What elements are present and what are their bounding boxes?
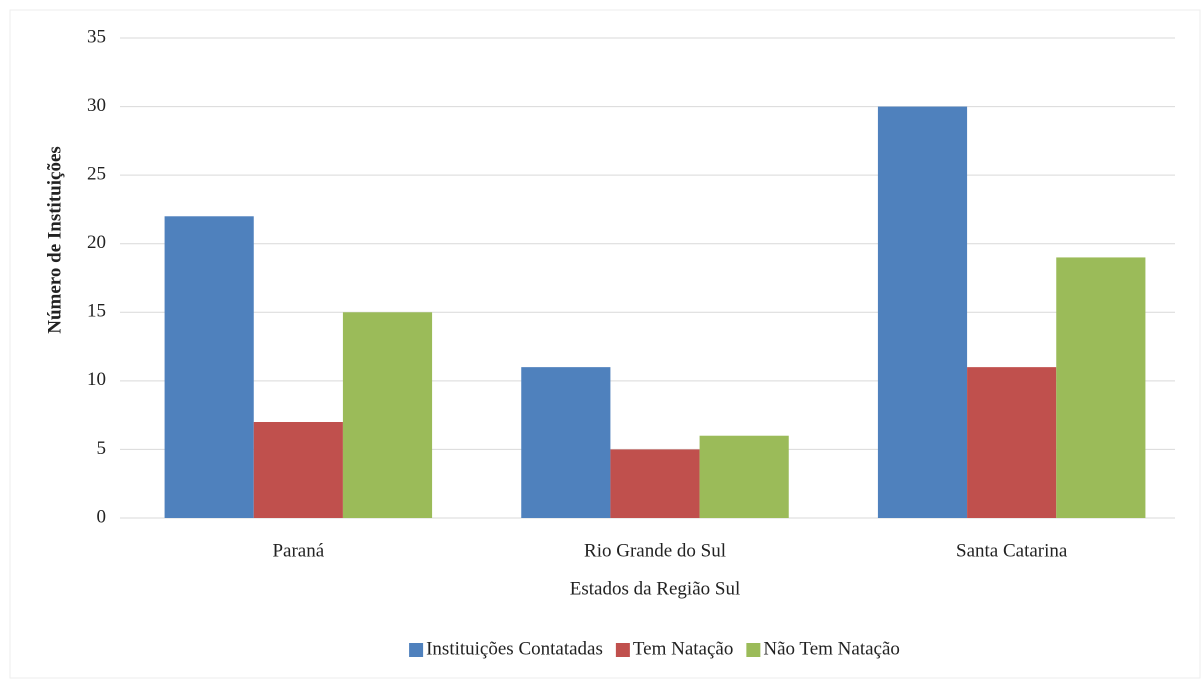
bar [521,367,611,518]
bar [877,106,968,519]
bar [164,216,254,519]
legend-label: Instituições Contatadas [426,638,603,659]
legend-swatch [746,643,761,657]
bar [967,367,1057,518]
y-tick-label: 10 [87,369,106,390]
bar [699,435,789,518]
legend-swatch [615,643,630,657]
chart-border [9,9,1201,679]
y-tick-label: 30 [87,95,106,116]
x-tick-label: Paraná [272,540,324,561]
y-tick-label: 5 [97,438,107,459]
y-tick-label: 35 [87,26,106,47]
y-tick-label: 25 [87,164,106,185]
bar [610,449,700,518]
legend-label: Não Tem Natação [763,638,900,659]
bar [1056,257,1146,518]
x-tick-label: Rio Grande do Sul [584,540,726,561]
y-axis-label: Número de Instituições [44,146,65,334]
y-tick-label: 15 [87,301,106,322]
legend-label: Tem Natação [633,638,733,659]
bar [342,312,433,518]
x-axis-label: Estados da Região Sul [570,578,740,599]
x-tick-label: Santa Catarina [956,540,1068,561]
y-tick-label: 0 [97,506,107,527]
legend-swatch [409,643,424,657]
y-tick-label: 20 [87,232,106,253]
bar [253,422,343,518]
